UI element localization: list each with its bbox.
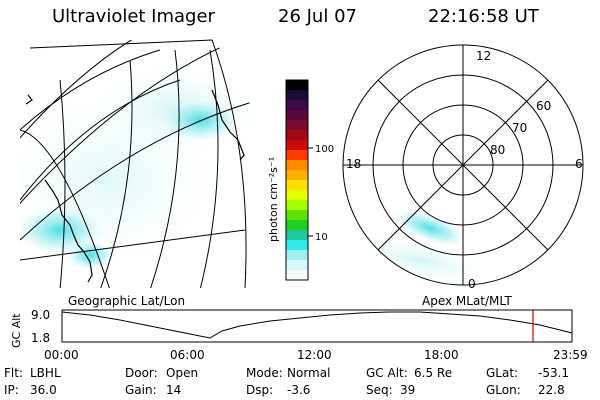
right-panel-label: Apex MLat/MLT bbox=[422, 294, 512, 308]
colorbar-segment bbox=[286, 260, 308, 271]
flt-label: Flt: bbox=[4, 366, 23, 380]
ytick-9: 9.0 bbox=[31, 308, 50, 322]
colorbar-frame bbox=[285, 79, 309, 281]
colorbar-segment bbox=[286, 190, 308, 201]
colorbar-segment bbox=[286, 210, 308, 221]
colorbar-segment bbox=[286, 180, 308, 191]
mlat-60-label: 60 bbox=[536, 99, 551, 113]
colorbar-segment bbox=[286, 150, 308, 161]
mlt-12-label: 12 bbox=[476, 49, 491, 63]
xtick-2359: 23:59 bbox=[553, 348, 588, 362]
colorbar-segment bbox=[286, 250, 308, 261]
altitude-plot: GC Alt 9.0 1.8 00:00 06:00 12:00 18:00 2… bbox=[10, 308, 588, 362]
colorbar-segment bbox=[286, 80, 308, 91]
colorbar-segment bbox=[286, 160, 308, 171]
colorbar-segment bbox=[286, 100, 308, 111]
ip-value: 36.0 bbox=[30, 383, 57, 397]
ip-label: IP: bbox=[4, 383, 19, 397]
mode-value: Normal bbox=[287, 366, 330, 380]
mlt-6-label: 6 bbox=[575, 157, 583, 171]
dsp-value: -3.6 bbox=[287, 383, 310, 397]
colorbar-segment bbox=[286, 110, 308, 121]
colorbar-segment bbox=[286, 170, 308, 181]
gain-value: 14 bbox=[166, 383, 181, 397]
gain-label: Gain: bbox=[125, 383, 157, 397]
left-panel-label: Geographic Lat/Lon bbox=[68, 294, 185, 308]
colorbar-unit-label: photon cm⁻²s⁻¹ bbox=[267, 157, 280, 242]
observation-time: 22:16:58 UT bbox=[428, 6, 539, 27]
flt-value: LBHL bbox=[30, 366, 61, 380]
glon-value: 22.8 bbox=[538, 383, 565, 397]
mlt-18-label: 18 bbox=[346, 157, 361, 171]
glat-value: -53.1 bbox=[538, 366, 569, 380]
colorbar-segment bbox=[286, 270, 308, 281]
glon-label: GLon: bbox=[486, 383, 521, 397]
colorbar-segment bbox=[286, 200, 308, 211]
ytick-1-8: 1.8 bbox=[31, 331, 50, 345]
altitude-ylabel: GC Alt bbox=[10, 313, 23, 348]
gcalt-value: 6.5 Re bbox=[414, 366, 452, 380]
mlt-0-label: 0 bbox=[468, 277, 476, 291]
observation-date: 26 Jul 07 bbox=[278, 6, 357, 27]
door-value: Open bbox=[166, 366, 198, 380]
colorbar-segment bbox=[286, 240, 308, 251]
door-label: Door: bbox=[125, 366, 158, 380]
instrument-title: Ultraviolet Imager bbox=[52, 6, 215, 27]
xtick-0600: 06:00 bbox=[170, 348, 205, 362]
colorbar-tick-100: 100 bbox=[315, 144, 334, 155]
gcalt-label: GC Alt: bbox=[366, 366, 408, 380]
map-limb bbox=[29, 39, 247, 289]
colorbar-tick-10: 10 bbox=[315, 232, 328, 243]
colorbar-segment bbox=[286, 90, 308, 101]
xtick-1200: 12:00 bbox=[297, 348, 332, 362]
mlat-70-label: 70 bbox=[512, 121, 527, 135]
seq-label: Seq: bbox=[366, 383, 393, 397]
mlat-80-label: 80 bbox=[490, 143, 505, 157]
seq-value: 39 bbox=[400, 383, 415, 397]
colorbar-segment bbox=[286, 230, 308, 241]
dsp-label: Dsp: bbox=[246, 383, 273, 397]
xtick-0000: 00:00 bbox=[44, 348, 79, 362]
colorbar-segment bbox=[286, 140, 308, 151]
xtick-1800: 18:00 bbox=[424, 348, 459, 362]
info-panel: Flt: LBHL Door: Open Mode: Normal GC Alt… bbox=[4, 366, 569, 397]
mode-label: Mode: bbox=[246, 366, 283, 380]
colorbar-segment bbox=[286, 130, 308, 141]
polar-plot: 12 60 70 80 18 6 0 bbox=[342, 44, 584, 291]
colorbar-segment bbox=[286, 220, 308, 231]
glat-label: GLat: bbox=[486, 366, 518, 380]
colorbar-segment bbox=[286, 120, 308, 131]
coastline bbox=[25, 89, 245, 283]
colorbar bbox=[286, 80, 308, 281]
geographic-map bbox=[20, 40, 250, 288]
